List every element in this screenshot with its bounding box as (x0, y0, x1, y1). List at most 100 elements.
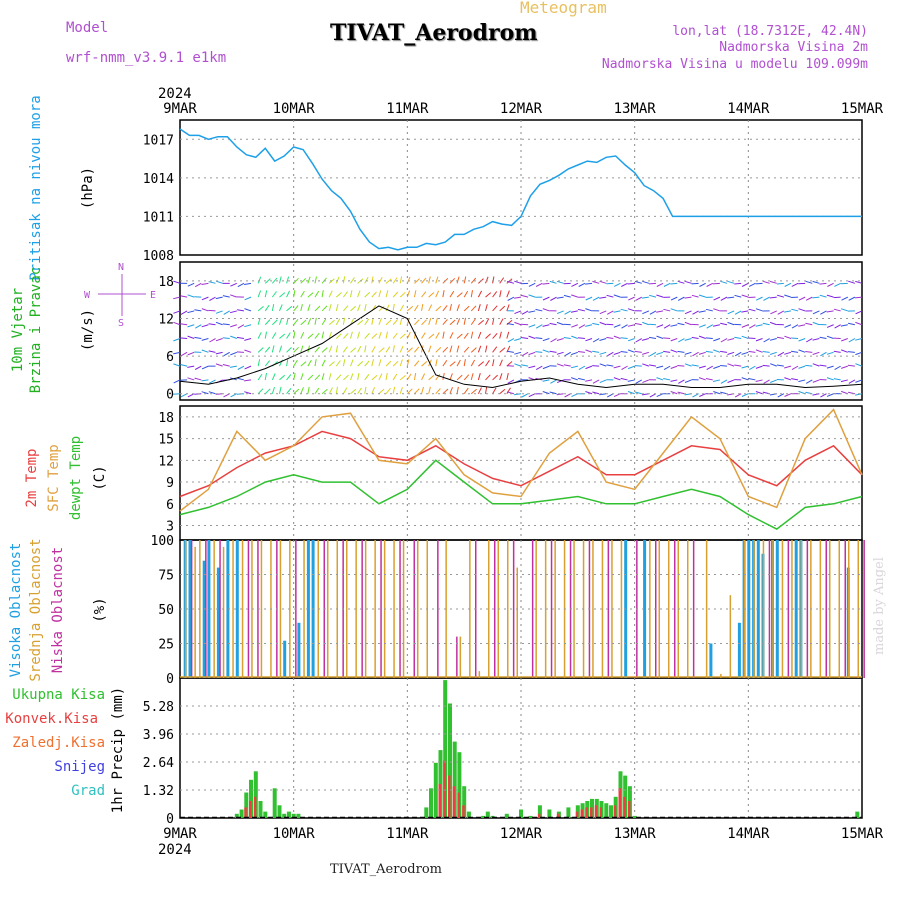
wind-arrow (492, 387, 497, 394)
wind-arrow (201, 349, 209, 353)
precip-bar (296, 813, 301, 818)
wind-arrow (442, 388, 449, 395)
wind-arrow (463, 346, 470, 353)
wind-arrow (847, 364, 855, 367)
wind-arrow (613, 310, 621, 313)
wind-arrow (187, 377, 195, 381)
bottom-x-tick-label: 12MAR (500, 826, 543, 842)
wind-arrow (300, 331, 305, 339)
wind-arrow (499, 305, 506, 312)
cloud-bar (226, 540, 230, 678)
cloud-bar (531, 540, 534, 678)
wind-arrow (578, 365, 586, 371)
wind-arrow (762, 364, 770, 367)
y-tick-label: 1014 (143, 172, 174, 187)
wind-arrow (230, 282, 238, 287)
wind-arrow (215, 393, 223, 395)
cloud-bar (607, 540, 610, 678)
cloud-bar (794, 540, 798, 678)
wind-arrow (399, 375, 406, 381)
wind-arrow (271, 304, 275, 312)
wind-arrow (627, 379, 635, 382)
wind-arrow (399, 317, 403, 325)
wind-arrow (748, 337, 756, 340)
cloud-bar (753, 540, 755, 678)
wind-arrow (499, 331, 502, 339)
wind-arrow (833, 350, 841, 353)
wind-arrow (798, 379, 806, 383)
wind-arrow (841, 338, 848, 342)
cloud-bar (202, 560, 206, 678)
wind-arrow (342, 276, 346, 284)
wind-arrow (677, 365, 685, 367)
wind-arrow (727, 280, 735, 284)
wind-arrow (399, 359, 403, 367)
wind-arrow (321, 373, 325, 381)
cloud-bar (194, 546, 196, 678)
wind-arrow (542, 296, 550, 301)
wind-arrow (470, 331, 474, 339)
wind-arrow (635, 338, 643, 343)
wind-arrow (286, 359, 289, 367)
wind-arrow (279, 333, 286, 339)
wind-arrow (456, 292, 463, 298)
wind-arrow (727, 321, 735, 326)
wind-arrow (542, 349, 550, 353)
wind-arrow (449, 373, 453, 381)
wind-arrow (413, 331, 417, 339)
wind-arrow (621, 365, 628, 371)
wind-arrow (421, 303, 424, 312)
precip-bar (627, 801, 631, 818)
wind-arrow (805, 322, 813, 326)
wind-arrow (215, 351, 223, 355)
wind-arrow (463, 290, 469, 298)
wind-arrow (769, 280, 777, 284)
wind-arrow (435, 359, 438, 367)
wind-arrow (328, 319, 335, 326)
wind-arrow (230, 294, 237, 298)
bottom-x-tick-label: 9MAR (163, 826, 197, 842)
y-tick-label: 3 (166, 520, 174, 535)
precip-legend-0: Ukupna Kisa (12, 687, 105, 703)
wind-arrow (435, 305, 442, 312)
cloud-bar (488, 540, 490, 678)
wind-speed-line (179, 305, 863, 389)
wind-arrow (798, 308, 806, 312)
wind-arrow (222, 323, 230, 326)
cloud-bar (207, 540, 211, 678)
y-tick-label: 75 (158, 569, 174, 584)
precip-bar (632, 815, 637, 818)
wind-arrow (407, 306, 414, 312)
wind-arrow (271, 332, 277, 339)
wind-arrow (621, 324, 628, 329)
precip-bar (291, 813, 296, 818)
wind-arrow (328, 361, 335, 367)
wind-arrow (812, 379, 820, 383)
precip-bar (466, 811, 471, 818)
wind-arrow (456, 276, 460, 284)
cloud-bar (235, 540, 239, 678)
wind-arrow (194, 393, 202, 395)
wind-arrow (271, 373, 276, 381)
model-altitude: Nadmorska Visina u modelu 109.099m (601, 57, 868, 72)
cloud-bar (232, 540, 234, 678)
wind-arrow (755, 282, 763, 285)
wind-arrow (328, 304, 332, 312)
wind-arrow (378, 373, 383, 381)
wind-arrow (720, 350, 728, 353)
wind-arrow (741, 310, 749, 313)
y-tick-label: 50 (158, 603, 174, 618)
temp-sfc-line (179, 408, 863, 512)
wind-arrow (798, 338, 806, 342)
precip-bar (537, 805, 542, 818)
wind-arrow (663, 337, 671, 340)
wind-arrow (257, 359, 261, 367)
precip-bar (590, 807, 593, 818)
wind-arrow (656, 365, 664, 369)
cloud-bar (219, 540, 221, 678)
wind-arrow (406, 388, 413, 395)
wind-arrow (855, 363, 863, 367)
wind-arrow (463, 387, 469, 395)
wind-ylabel: (m/s) (80, 309, 96, 351)
